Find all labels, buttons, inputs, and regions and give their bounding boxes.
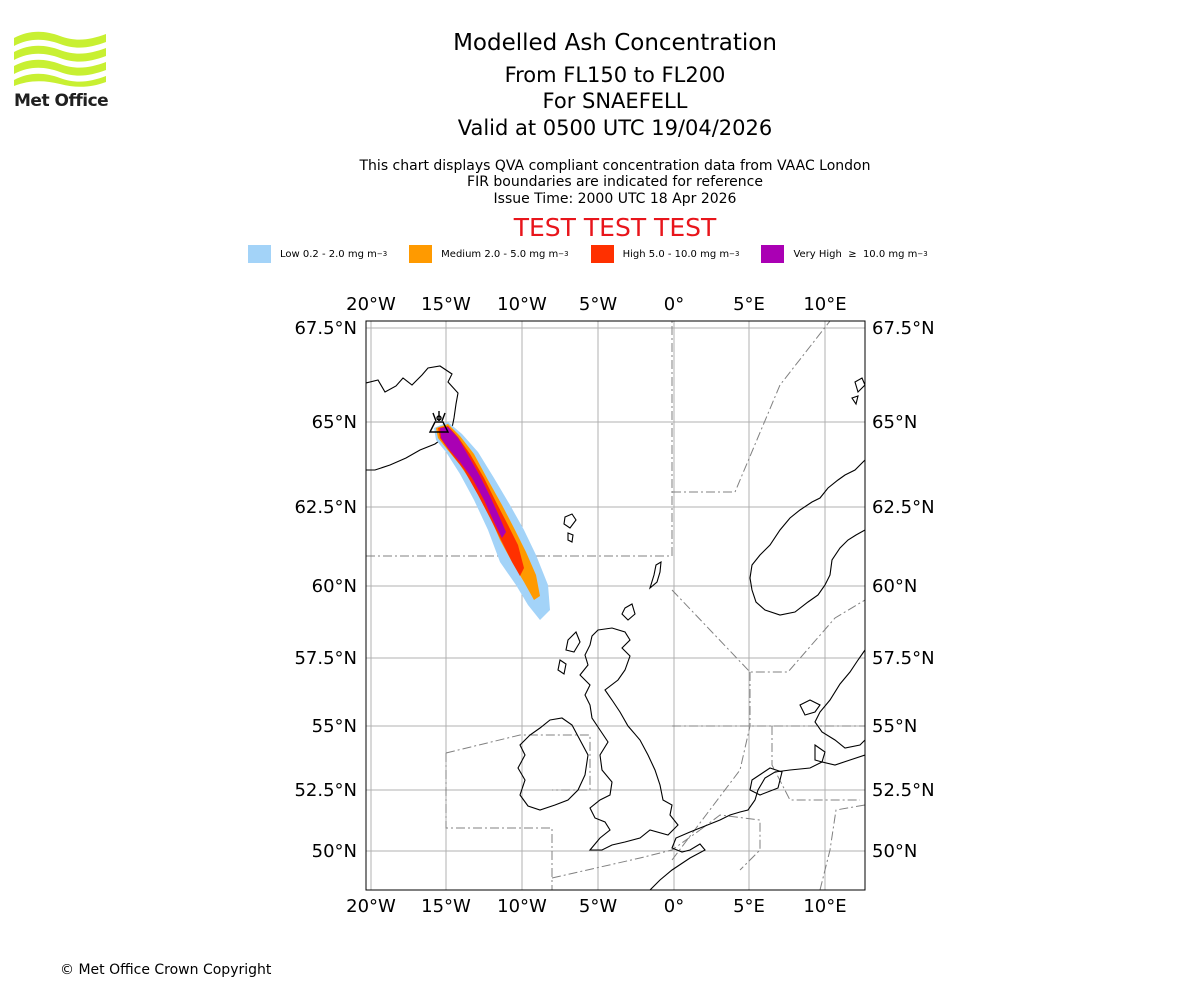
lat-label-left-65: 65°N xyxy=(312,412,357,433)
legend-item-medium: Medium 2.0 - 5.0 mg m −3 xyxy=(409,245,569,263)
lat-label-right-50: 50°N xyxy=(872,841,917,862)
legend-label-high: High 5.0 - 10.0 mg m xyxy=(622,248,730,260)
ash-very-high xyxy=(440,427,506,538)
legend-sup-medium: −3 xyxy=(558,250,569,258)
lat-label-left-52-5: 52.5°N xyxy=(294,780,357,801)
legend-label-very-high: Very High ≥ 10.0 mg m xyxy=(793,248,918,260)
fir-boundaries xyxy=(366,321,865,890)
legend-swatch-high xyxy=(590,245,614,263)
shetland-coast xyxy=(648,560,662,590)
ireland-coast xyxy=(517,717,589,811)
legend-label-medium: Medium 2.0 - 5.0 mg m xyxy=(441,248,559,260)
legend-item-very-high: Very High ≥ 10.0 mg m −3 xyxy=(761,245,928,263)
map-gridlines xyxy=(366,321,865,890)
ash-high xyxy=(438,426,524,576)
lon-label-top-0: 0° xyxy=(664,294,684,315)
flight-level-title: From FL150 to FL200 xyxy=(504,63,726,87)
legend-swatch-low xyxy=(248,245,271,263)
subtitle-fir: FIR boundaries are indicated for referen… xyxy=(467,174,763,190)
copyright-notice: © Met Office Crown Copyright xyxy=(60,962,272,978)
legend-sup-high: −3 xyxy=(729,250,740,258)
iceland-coast xyxy=(366,365,459,471)
ash-plume xyxy=(434,422,550,620)
test-banner: TEST TEST TEST xyxy=(513,213,717,242)
lon-labels-top: 20°W 15°W 10°W 5°W 0° 5°E 10°E xyxy=(346,294,846,315)
legend-sup-very-high: −3 xyxy=(917,250,928,258)
legend-item-low: Low 0.2 - 2.0 mg m −3 xyxy=(248,245,387,263)
lat-labels-right: 67.5°N 65°N 62.5°N 60°N 57.5°N 55°N 52.5… xyxy=(872,318,935,862)
lon-label-bottom-5e: 5°E xyxy=(733,896,765,917)
lon-label-top-10e: 10°E xyxy=(803,294,846,315)
legend-swatch-very-high xyxy=(761,245,785,263)
lat-labels-left: 67.5°N 65°N 62.5°N 60°N 57.5°N 55°N 52.5… xyxy=(294,318,357,862)
met-office-logo xyxy=(14,31,106,87)
lat-label-right-57-5: 57.5°N xyxy=(872,648,935,669)
lat-label-right-62-5: 62.5°N xyxy=(872,497,935,518)
orkney-coast xyxy=(621,603,636,621)
subtitle-qva: This chart displays QVA compliant concen… xyxy=(359,158,871,174)
hebrides-coast xyxy=(557,631,581,675)
subtitle-issue-time: Issue Time: 2000 UTC 18 Apr 2026 xyxy=(493,191,737,207)
legend: Low 0.2 - 2.0 mg m −3 Medium 2.0 - 5.0 mg… xyxy=(248,244,950,264)
lat-label-left-57-5: 57.5°N xyxy=(294,648,357,669)
lon-label-bottom-10e: 10°E xyxy=(803,896,846,917)
great-britain-coast xyxy=(579,627,679,851)
legend-swatch-medium xyxy=(409,245,433,263)
lon-label-top-10w: 10°W xyxy=(497,294,547,315)
lon-labels-bottom: 20°W 15°W 10°W 5°W 0° 5°E 10°E xyxy=(346,896,846,917)
faroes-coast xyxy=(563,513,577,543)
lon-label-bottom-0: 0° xyxy=(664,896,684,917)
lat-label-left-55: 55°N xyxy=(312,716,357,737)
logo-text: Met Office xyxy=(14,91,109,111)
lat-label-right-65: 65°N xyxy=(872,412,917,433)
lat-label-right-67-5: 67.5°N xyxy=(872,318,935,339)
scandinavia-south-coast xyxy=(799,649,865,763)
continent-coast xyxy=(649,754,865,890)
valid-time-title: Valid at 0500 UTC 19/04/2026 xyxy=(457,116,773,140)
coastlines xyxy=(366,365,865,890)
lon-label-top-5e: 5°E xyxy=(733,294,765,315)
lat-label-right-55: 55°N xyxy=(872,716,917,737)
netherlands-coast xyxy=(749,767,783,796)
lon-label-top-5w: 5°W xyxy=(579,294,617,315)
lat-label-left-62-5: 62.5°N xyxy=(294,497,357,518)
chart-title: Modelled Ash Concentration xyxy=(453,30,777,56)
volcano-title: For SNAEFELL xyxy=(542,89,688,113)
ash-map: 20°W 15°W 10°W 5°W 0° 5°E 10°E 20°W 15°W… xyxy=(294,294,935,917)
map-frame xyxy=(365,320,866,891)
legend-item-high: High 5.0 - 10.0 mg m −3 xyxy=(590,245,740,263)
lat-label-right-52-5: 52.5°N xyxy=(872,780,935,801)
norway-islands-coast xyxy=(851,377,865,406)
volcano-symbol-icon xyxy=(428,411,450,433)
legend-sup-low: −3 xyxy=(376,250,388,258)
lon-label-bottom-5w: 5°W xyxy=(579,896,617,917)
lat-label-left-50: 50°N xyxy=(312,841,357,862)
lat-label-right-60: 60°N xyxy=(872,576,917,597)
lon-label-top-20w: 20°W xyxy=(346,294,396,315)
lon-label-top-15w: 15°W xyxy=(421,294,471,315)
lon-label-bottom-20w: 20°W xyxy=(346,896,396,917)
lon-label-bottom-10w: 10°W xyxy=(497,896,547,917)
lat-label-left-60: 60°N xyxy=(312,576,357,597)
norway-coast xyxy=(749,459,865,616)
lat-label-left-67-5: 67.5°N xyxy=(294,318,357,339)
legend-label-low: Low 0.2 - 2.0 mg m xyxy=(280,248,377,260)
lon-label-bottom-15w: 15°W xyxy=(421,896,471,917)
